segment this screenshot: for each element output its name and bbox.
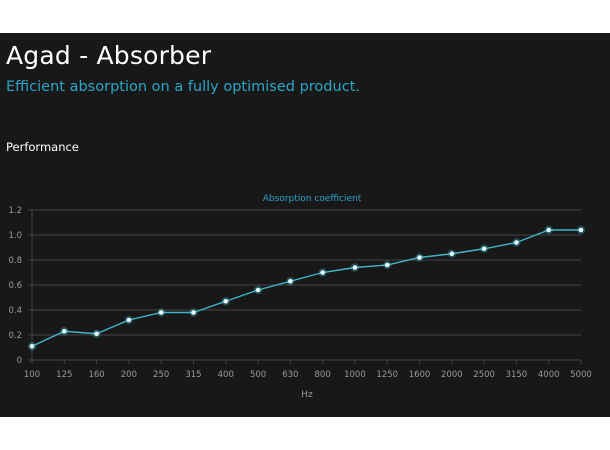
data-point[interactable] [449,251,455,257]
data-point[interactable] [417,255,422,260]
data-point[interactable] [61,328,67,334]
data-point[interactable] [578,227,584,233]
x-tick-label: 4000 [538,370,560,380]
x-tick-label: 160 [88,370,104,380]
series-line [31,229,581,347]
x-tick-label: 3150 [506,370,528,380]
y-tick-label: 1.0 [8,231,22,241]
data-point[interactable] [384,262,390,268]
y-axis: 0 0.2 0.4 0.6 0.8 1.0 1.2 [8,206,33,366]
x-tick-label: 1600 [409,370,431,380]
x-tick-label: 630 [282,370,298,380]
data-point[interactable] [255,287,261,293]
x-tick-label: 1000 [344,370,366,380]
data-point[interactable] [223,298,229,304]
x-tick-label: 125 [56,370,72,380]
y-tick-label: 0.4 [8,306,22,316]
data-point[interactable] [94,331,99,337]
data-point[interactable] [29,343,35,349]
x-tick-label: 800 [315,370,331,380]
x-axis: 100 125 160 200 250 315 400 500 630 800 1000 1250 16… [24,360,592,380]
x-tick-label: 250 [153,370,169,380]
series [27,225,586,351]
x-tick-label: 500 [250,370,266,380]
x-tick-label: 200 [121,370,137,380]
data-point[interactable] [352,265,358,270]
data-point[interactable] [288,278,293,284]
x-tick-label: 2000 [441,370,463,380]
x-tick-label: 2500 [473,370,495,380]
x-tick-label: 100 [24,370,40,380]
y-tick-label: 0 [17,356,22,366]
data-point[interactable] [158,310,164,315]
x-axis-label: Hz [301,390,313,400]
chart-title: Absorption coefficient [263,194,362,204]
product-panel: Agad - Absorber Efficient absorption on … [0,33,610,417]
data-point[interactable] [320,270,325,275]
y-tick-label: 1.2 [8,206,22,216]
data-point[interactable] [546,227,552,233]
section-heading: Performance [6,140,79,154]
y-tick-label: 0.6 [8,281,22,291]
absorption-chart: 0 0.2 0.4 0.6 0.8 1.0 1.2 100 125 160 200 250 315 40… [8,194,592,400]
data-point[interactable] [514,240,519,245]
gridlines [28,209,581,361]
x-tick-label: 315 [185,370,201,380]
y-tick-label: 0.8 [8,256,22,266]
x-tick-label: 1250 [376,370,398,380]
x-tick-label: 5000 [570,370,592,380]
page-title: Agad - Absorber [6,41,212,70]
data-point[interactable] [481,246,487,252]
y-tick-label: 0.2 [8,331,22,341]
data-point[interactable] [191,310,196,315]
data-point[interactable] [126,317,132,323]
x-tick-label: 400 [218,370,234,380]
page-subtitle: Efficient absorption on a fully optimise… [6,79,360,95]
